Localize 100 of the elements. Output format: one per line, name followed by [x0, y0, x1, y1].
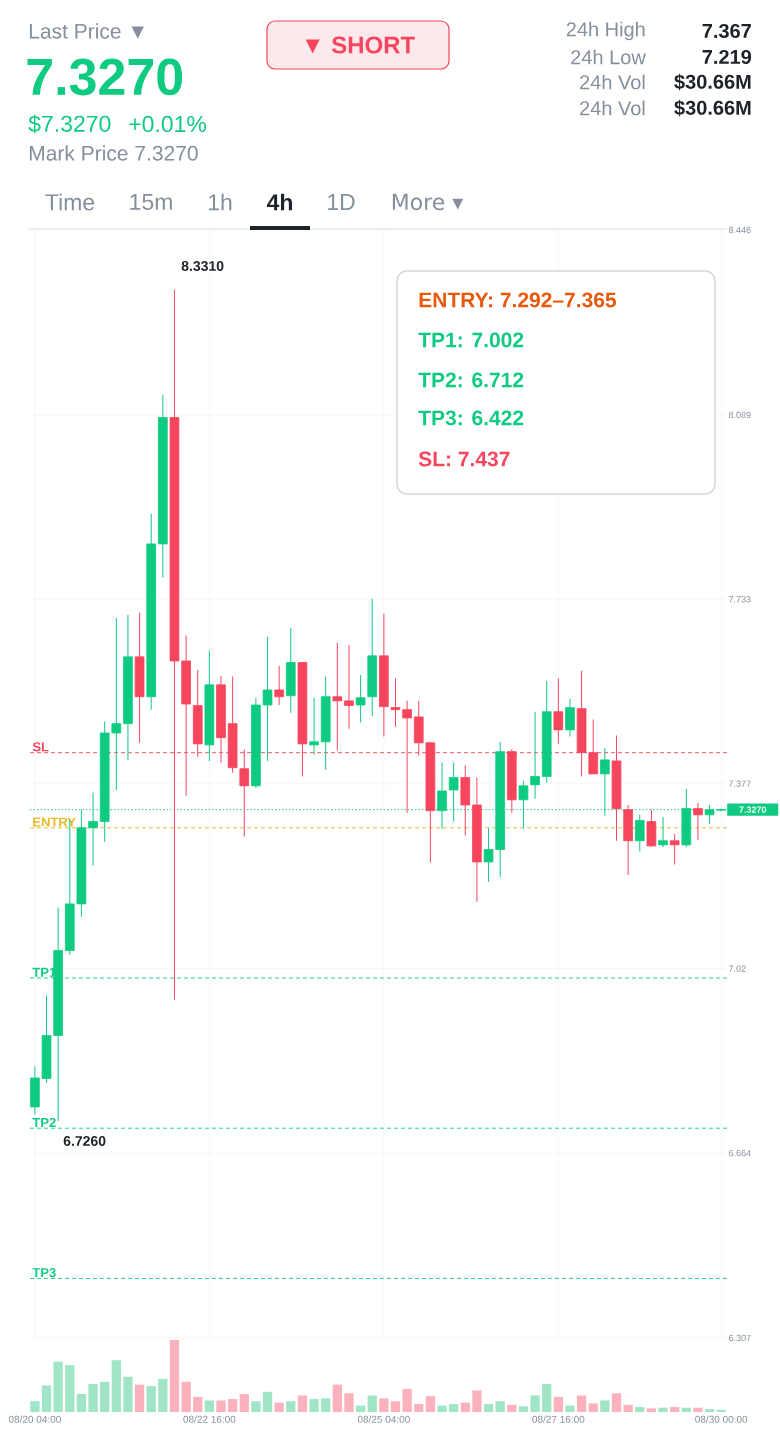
bar — [646, 1408, 657, 1412]
annotation: ENTRY: 7.292–7.365 — [419, 292, 617, 308]
ref-line-label: 7.3270 — [739, 806, 767, 813]
bar — [344, 1393, 354, 1412]
bar — [518, 1406, 529, 1412]
bar — [332, 1384, 342, 1412]
bar — [274, 1402, 284, 1412]
bar — [100, 1381, 110, 1412]
y-tick-label: 7.733 — [729, 596, 751, 603]
x-tick-label: 08/20 04:00 — [8, 1415, 61, 1423]
candlestick — [344, 644, 354, 730]
x-tick-label: 08/22 16:00 — [183, 1415, 236, 1423]
text: 24h Vol — [580, 100, 645, 116]
candlestick — [658, 816, 668, 848]
bar — [181, 1381, 191, 1412]
text: Last Price ▼ — [29, 23, 144, 39]
candlestick — [274, 665, 284, 706]
text: $30.66M — [674, 73, 751, 91]
bar — [588, 1403, 598, 1412]
text: Mark Price 7.3270 — [29, 145, 198, 161]
x-tick-label: 08/30 00:00 — [695, 1415, 748, 1423]
bar — [65, 1365, 75, 1412]
bar — [321, 1398, 331, 1412]
annotation: TP2: 6.712 — [418, 372, 524, 388]
bar — [262, 1391, 273, 1412]
bar — [53, 1361, 63, 1412]
candlestick — [309, 697, 319, 756]
bar — [30, 1401, 40, 1412]
bar — [355, 1405, 366, 1412]
annotation: 6.7260 — [63, 1136, 106, 1146]
text: Time — [45, 193, 95, 211]
bar — [425, 1396, 436, 1412]
text: 1D — [328, 194, 355, 210]
text: +0.01% — [129, 115, 207, 133]
annotation: 8.3310 — [181, 261, 224, 271]
bar — [251, 1401, 261, 1412]
annotation: SL: 7.437 — [418, 451, 510, 467]
bar — [530, 1395, 540, 1412]
text: 4h — [266, 193, 292, 211]
bar — [379, 1398, 389, 1412]
bar — [216, 1400, 226, 1412]
bar — [111, 1360, 121, 1412]
bar — [635, 1406, 645, 1412]
bar — [600, 1400, 610, 1412]
y-tick-label: 6.664 — [729, 1149, 751, 1157]
ref-line-label: TP3 — [32, 1268, 56, 1278]
bar — [123, 1376, 133, 1412]
y-tick-label: 8.446 — [728, 226, 751, 234]
candlestick — [565, 698, 575, 738]
y-tick-label: 7.02 — [729, 965, 746, 972]
bar — [193, 1396, 203, 1412]
candlestick — [669, 833, 680, 866]
x-tick-label: 08/25 04:00 — [357, 1415, 410, 1423]
bar — [658, 1407, 668, 1412]
bar — [704, 1409, 715, 1412]
text: 1h — [208, 193, 232, 211]
text: 15m — [130, 193, 172, 211]
bar — [158, 1378, 168, 1412]
bar — [449, 1404, 459, 1412]
bar — [367, 1395, 377, 1412]
text: More ▾ — [392, 193, 464, 211]
y-tick-label: 6.307 — [729, 1334, 751, 1342]
bar — [309, 1399, 319, 1412]
bar — [204, 1400, 215, 1412]
candlestick — [530, 711, 540, 800]
bar — [611, 1393, 622, 1412]
ref-line-label: SL — [32, 742, 49, 752]
bar — [507, 1404, 517, 1412]
bar — [437, 1405, 447, 1412]
text: ▼ SHORT — [305, 36, 415, 54]
bar — [576, 1395, 587, 1412]
bar — [460, 1402, 470, 1412]
annotation: TP1: 7.002 — [418, 332, 524, 348]
bar — [390, 1401, 401, 1412]
text: 7.3270 — [27, 58, 183, 96]
bar — [483, 1404, 494, 1412]
bar — [472, 1390, 482, 1412]
bar — [553, 1396, 563, 1412]
text: 24h Vol — [580, 74, 645, 90]
bar — [402, 1388, 412, 1412]
bar — [239, 1394, 249, 1412]
y-tick-label: 7.377 — [729, 780, 751, 787]
bar — [286, 1401, 296, 1412]
text: 7.367 — [702, 23, 751, 39]
bar — [681, 1407, 691, 1412]
bar — [565, 1405, 575, 1412]
y-tick-label: 8.089 — [728, 411, 751, 419]
candlestick — [355, 674, 366, 724]
bar — [227, 1399, 238, 1412]
text: 24h Low — [571, 49, 646, 65]
bar — [88, 1383, 98, 1412]
bar — [716, 1409, 726, 1412]
ref-line-label: TP2 — [32, 1117, 56, 1128]
candlestick — [634, 814, 645, 853]
bar — [542, 1383, 552, 1412]
bar — [134, 1384, 145, 1412]
candlestick — [553, 678, 564, 745]
bar — [169, 1340, 180, 1412]
text: $30.66M — [674, 99, 751, 117]
annotation: TP3: 6.422 — [418, 410, 524, 426]
